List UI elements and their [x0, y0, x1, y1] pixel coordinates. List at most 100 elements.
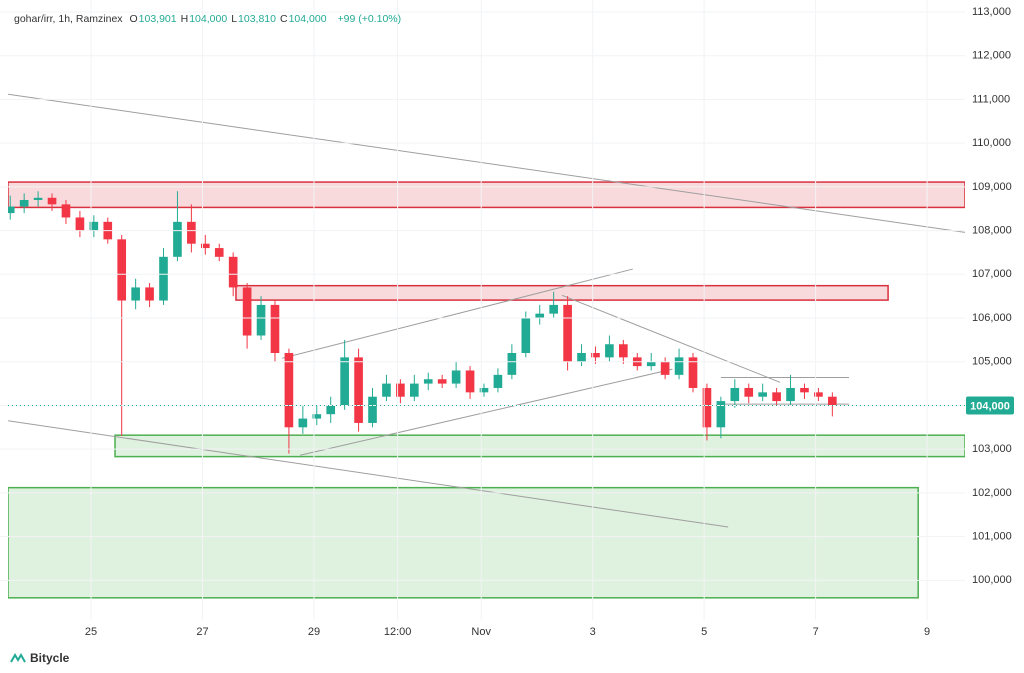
candle-body [577, 352, 586, 362]
candle-body [479, 387, 489, 393]
candle-body [312, 414, 322, 419]
candle-body [674, 357, 684, 375]
candle-body [800, 387, 809, 393]
last-price-label: 104,000 [970, 400, 1010, 412]
y-tick-label: 103,000 [972, 443, 1012, 455]
legend-header: gohar/irr, 1h, Ramzinex O103,901 H104,000… [14, 13, 405, 25]
candle-body [688, 357, 698, 388]
candle-body [340, 357, 349, 406]
candle-body [772, 392, 781, 402]
candle-body [563, 304, 572, 362]
y-tick-label: 109,000 [972, 181, 1012, 193]
ohlc-value: 104,000 [288, 13, 327, 25]
brand-logo [10, 653, 26, 663]
candle-body [507, 352, 517, 375]
x-tick-label: 29 [308, 626, 320, 638]
brand: Bitycle [10, 651, 69, 665]
trendline [8, 93, 965, 233]
candle-body [75, 217, 85, 231]
trendline [282, 268, 633, 359]
candle-body [326, 405, 336, 415]
trendline [561, 294, 781, 383]
candle-body [786, 387, 795, 402]
x-tick-label: 27 [196, 626, 208, 638]
candle-body [19, 199, 29, 207]
candle-body [828, 396, 837, 406]
candle-body [382, 383, 391, 397]
y-tick-label: 105,000 [972, 356, 1012, 368]
candle-body [744, 387, 754, 397]
candle-body [646, 361, 656, 367]
candle-body [200, 243, 210, 249]
candle-body [228, 256, 238, 288]
y-tick-label: 113,000 [972, 6, 1011, 18]
candle-body [493, 374, 503, 388]
y-tick-label: 111,000 [972, 93, 1010, 105]
candle-body [437, 379, 447, 384]
candle-body [33, 197, 43, 200]
ohlc-values: O103,901 H104,000 L103,810 C104,000 [129, 13, 330, 25]
ohlc-key: O [129, 13, 138, 25]
ohlc-key: C [280, 13, 288, 25]
zone [114, 434, 965, 458]
brand-name: Bitycle [30, 651, 70, 665]
trendline [299, 368, 673, 456]
y-tick-label: 107,000 [972, 268, 1012, 280]
candle-body [270, 304, 280, 353]
x-tick-label: Nov [471, 626, 491, 638]
candle-body [660, 361, 670, 375]
candle-body [814, 392, 823, 397]
candle-body [8, 206, 15, 214]
candle-body [521, 318, 531, 353]
zone [235, 284, 889, 301]
candle-body [256, 304, 266, 336]
y-tick-label: 101,000 [972, 531, 1012, 543]
y-tick-label: 106,000 [972, 312, 1012, 324]
candle-body [117, 239, 127, 301]
y-tick-label: 110,000 [972, 137, 1011, 149]
candle-body [451, 370, 461, 384]
candle-body [758, 392, 767, 397]
candle-body [159, 256, 168, 301]
candle-body [145, 287, 154, 301]
x-tick-label: 5 [701, 626, 707, 638]
plot-area [8, 93, 965, 599]
ohlc-key: L [231, 13, 238, 25]
ohlc-value: 104,000 [189, 13, 228, 25]
candle-body [173, 221, 182, 257]
candle-body [368, 396, 377, 423]
ohlc-value: 103,901 [138, 13, 177, 25]
y-tick-label: 100,000 [972, 574, 1012, 586]
candle-body [187, 221, 196, 244]
ohlc-value: 103,810 [238, 13, 276, 25]
candle-body [410, 383, 419, 397]
y-tick-label: 108,000 [972, 224, 1012, 236]
trendline [8, 420, 729, 528]
symbol: gohar/irr, 1h, Ramzinex [14, 13, 123, 25]
candle-body [605, 344, 614, 358]
y-tick-label: 102,000 [972, 487, 1012, 499]
last-price-tag [966, 396, 1014, 415]
candle-body [131, 287, 140, 301]
candle-body [61, 204, 71, 218]
x-tick-label: 7 [813, 626, 819, 638]
candle-body [284, 352, 294, 428]
zone [8, 486, 919, 599]
y-tick-label: 112,000 [972, 50, 1011, 62]
x-tick-label: 25 [85, 626, 97, 638]
ohlc-key: H [180, 13, 189, 25]
candle-body [214, 248, 224, 257]
candle-body [423, 379, 433, 384]
candle-body [716, 401, 726, 428]
candle-body [549, 304, 558, 314]
candle-body [47, 197, 57, 205]
candle-body [591, 352, 600, 358]
candle-body [535, 313, 545, 319]
zone [8, 181, 965, 209]
x-tick-label: 9 [924, 626, 930, 638]
x-tick-label: 3 [590, 626, 596, 638]
candle-body [242, 287, 252, 336]
candle-body [396, 383, 405, 397]
candle-body [298, 418, 308, 428]
